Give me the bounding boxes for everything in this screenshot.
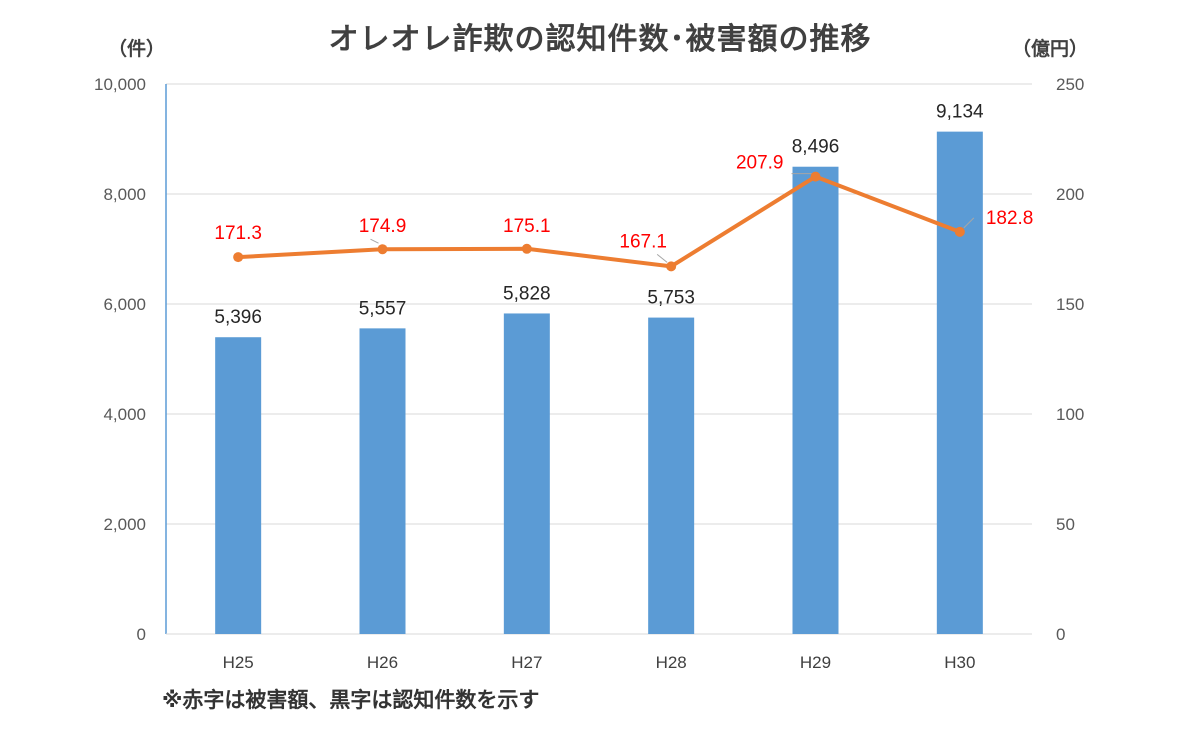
category-label: H29	[800, 653, 831, 672]
line-point	[521, 243, 532, 254]
line-point	[377, 244, 388, 255]
line-point	[233, 252, 244, 263]
right-tick-label: 200	[1056, 185, 1084, 204]
bar-value-label: 5,828	[503, 283, 551, 304]
left-tick-label: 8,000	[103, 185, 146, 204]
category-label: H30	[944, 653, 975, 672]
line-value-label: 207.9	[736, 153, 784, 174]
category-label: H26	[367, 653, 398, 672]
bar	[792, 166, 839, 634]
line-value-label: 174.9	[359, 216, 407, 237]
line-value-label: 171.3	[214, 223, 262, 244]
label-leader-line	[963, 217, 975, 229]
line-value-label: 175.1	[503, 216, 551, 237]
left-tick-label: 2,000	[103, 515, 146, 534]
label-leader-line	[656, 253, 668, 263]
category-label: H25	[223, 653, 254, 672]
bar	[648, 317, 695, 634]
category-label: H28	[656, 653, 687, 672]
bar	[503, 313, 550, 634]
line-value-label: 182.8	[986, 208, 1034, 229]
bar	[215, 337, 262, 634]
left-tick-label: 0	[137, 625, 146, 644]
bar-value-label: 5,396	[214, 307, 262, 328]
left-tick-label: 4,000	[103, 405, 146, 424]
bar-value-label: 5,753	[647, 288, 695, 309]
line-point	[666, 261, 677, 272]
footnote: ※赤字は被害額、黒字は認知件数を示す	[162, 688, 540, 712]
line-series	[238, 174, 961, 269]
bar	[359, 328, 406, 634]
bar	[936, 131, 983, 634]
line-point	[954, 226, 965, 237]
line-value-label: 167.1	[619, 231, 667, 252]
left-axis-unit: （件）	[108, 38, 166, 60]
label-leader-line	[370, 238, 379, 244]
left-tick-label: 6,000	[103, 295, 146, 314]
chart-title: オレオレ詐欺の認知件数･被害額の推移	[328, 22, 872, 57]
bar-value-label: 9,134	[936, 102, 984, 123]
bar-value-label: 8,496	[792, 137, 840, 158]
right-tick-label: 0	[1056, 625, 1065, 644]
right-tick-label: 150	[1056, 295, 1084, 314]
right-tick-label: 50	[1056, 515, 1075, 534]
right-axis-unit: （億円）	[1012, 38, 1089, 60]
left-tick-label: 10,000	[94, 75, 146, 94]
category-label: H27	[511, 653, 542, 672]
line-point	[810, 171, 821, 182]
right-tick-label: 250	[1056, 75, 1084, 94]
bar-value-label: 5,557	[359, 298, 407, 319]
right-tick-label: 100	[1056, 405, 1084, 424]
